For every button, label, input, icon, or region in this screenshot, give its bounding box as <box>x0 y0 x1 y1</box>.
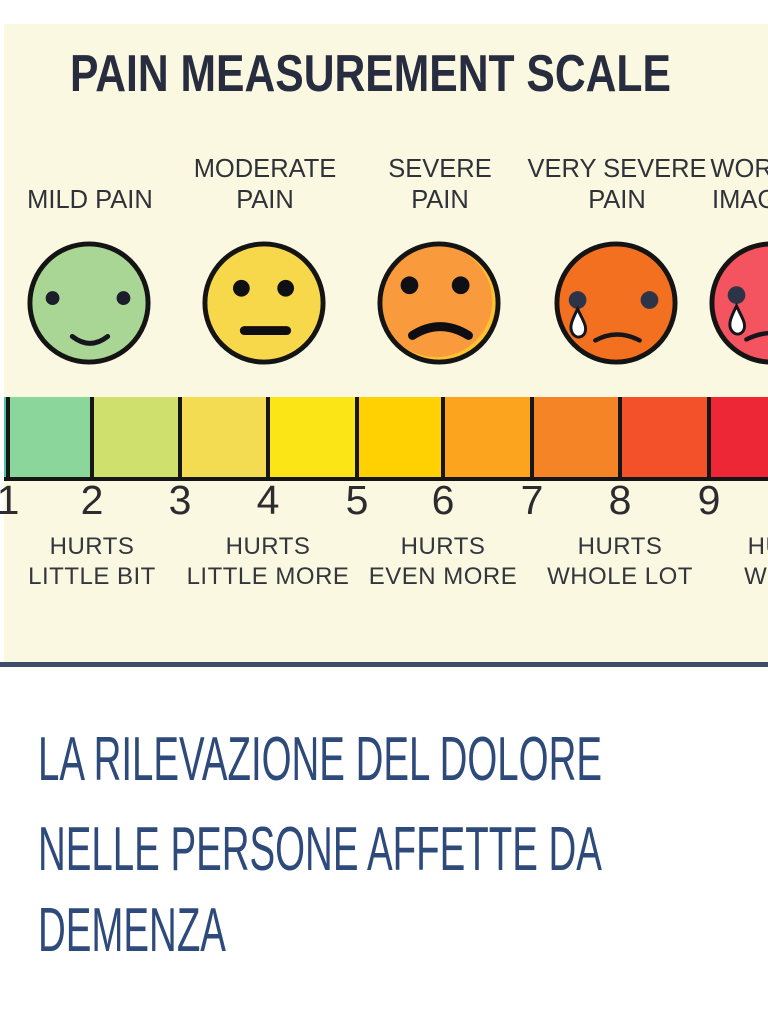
face-label-worst-pain: WORST PAIN IMAGINABLE <box>710 155 768 214</box>
bar-segment <box>707 397 768 477</box>
scale-number: 5 <box>345 477 369 523</box>
crying-face-worst-icon <box>709 241 768 365</box>
scale-number: 2 <box>80 477 104 523</box>
figure-title: PAIN MEASUREMENT SCALE <box>69 45 671 103</box>
face-label-moderate-pain: MODERATE PAIN <box>193 155 337 214</box>
scale-number: 6 <box>431 477 455 523</box>
scale-number: 9 <box>697 477 721 523</box>
bar-segment <box>4 397 6 477</box>
scale-number: 7 <box>520 477 544 523</box>
bar-segment <box>266 397 355 477</box>
hurts-caption-worst: HURTS WORST <box>744 533 768 590</box>
article-heading-line-1: LA RILEVAZIONE DEL DOLORE <box>38 725 602 794</box>
bar-segment <box>441 397 530 477</box>
article-heading-line-3: DEMENZA <box>38 896 226 965</box>
hurts-caption-little-more: HURTS LITTLE MORE <box>186 533 350 590</box>
bar-segment <box>6 397 90 477</box>
hurts-caption-even-more: HURTS EVEN MORE <box>368 533 518 590</box>
scale-number: 1 <box>0 477 20 523</box>
frowning-face-icon <box>377 241 501 365</box>
figure-bottom-border <box>0 662 768 667</box>
pain-scale-bar <box>4 397 768 481</box>
crying-face-icon <box>554 241 678 365</box>
bar-segment <box>618 397 707 477</box>
hurts-caption-little-bit: HURTS LITTLE BIT <box>28 533 156 590</box>
face-label-very-severe-pain: VERY SEVERE PAIN <box>527 155 707 214</box>
bar-segment <box>530 397 618 477</box>
scale-number: 4 <box>256 477 280 523</box>
article-heading-line-2: NELLE PERSONE AFFETTE DA <box>38 815 602 884</box>
hurts-caption-whole-lot: HURTS WHOLE LOT <box>547 533 693 590</box>
neutral-face-icon <box>202 241 326 365</box>
scale-number: 3 <box>168 477 192 523</box>
bar-segment <box>90 397 178 477</box>
face-label-severe-pain: SEVERE PAIN <box>388 155 492 214</box>
bar-segment <box>178 397 266 477</box>
smiling-face-icon <box>27 241 151 365</box>
bar-segment <box>355 397 441 477</box>
scale-number: 8 <box>608 477 632 523</box>
face-label-mild-pain: MILD PAIN <box>27 186 153 214</box>
